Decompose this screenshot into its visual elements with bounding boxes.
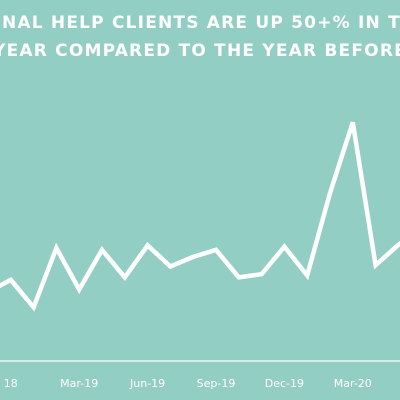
- x-tick-label: Sep-19: [197, 377, 236, 390]
- series-group: [0, 121, 400, 312]
- chart-title-line-1: NONAL HELP CLIENTS ARE UP 50+% IN THE: [0, 13, 400, 33]
- x-tick-label: Mar-20: [334, 377, 372, 390]
- x-tick-label: Dec-19: [265, 377, 304, 390]
- x-tick-label: 18: [4, 377, 18, 390]
- x-tick-label: Mar-19: [60, 377, 98, 390]
- x-tick-label: Jun-19: [129, 377, 165, 390]
- series-line-0: [0, 121, 400, 312]
- chart-title-line-2: YEAR COMPARED TO THE YEAR BEFORE: [0, 41, 400, 61]
